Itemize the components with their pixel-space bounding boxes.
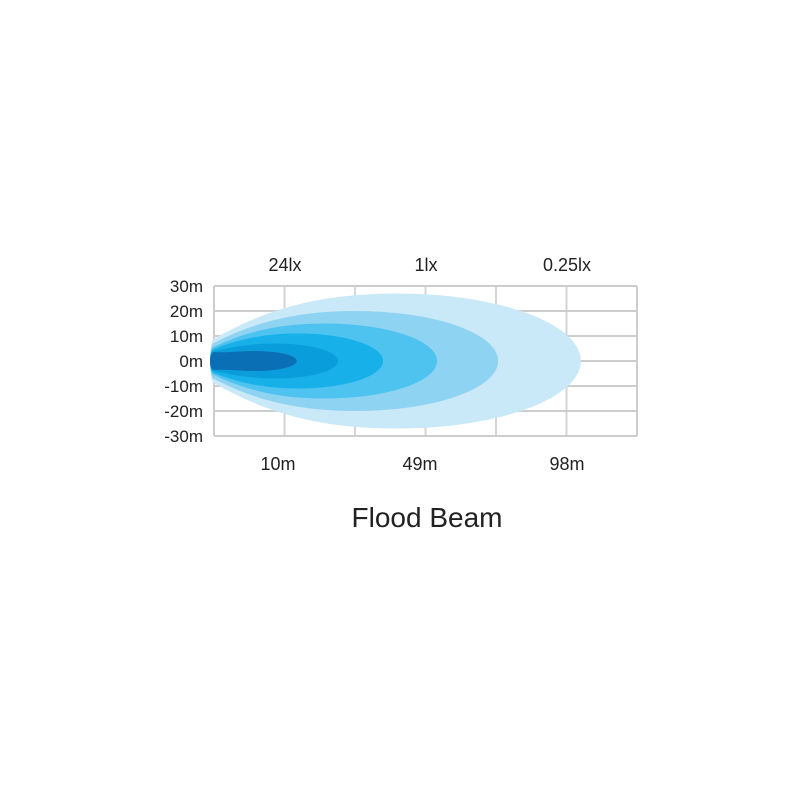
distance-label-98: 98m	[549, 454, 584, 474]
lux-label-1: 1lx	[414, 255, 437, 275]
beam-contours	[210, 293, 581, 429]
y-tick-30: 30m	[170, 277, 203, 296]
y-tick-20: 20m	[170, 302, 203, 321]
y-tick-minus20: -20m	[164, 402, 203, 421]
y-tick-minus10: -10m	[164, 377, 203, 396]
y-tick-minus30: -30m	[164, 427, 203, 446]
distance-label-10: 10m	[260, 454, 295, 474]
labels: 24lx 1lx 0.25lx 10m 49m 98m 30m 20m 10m …	[164, 255, 591, 533]
y-tick-10: 10m	[170, 327, 203, 346]
chart-title: Flood Beam	[352, 502, 503, 533]
lux-label-025: 0.25lx	[543, 255, 591, 275]
y-tick-0: 0m	[179, 352, 203, 371]
distance-label-49: 49m	[402, 454, 437, 474]
beam-contour-6	[210, 351, 297, 371]
lux-label-24: 24lx	[268, 255, 301, 275]
